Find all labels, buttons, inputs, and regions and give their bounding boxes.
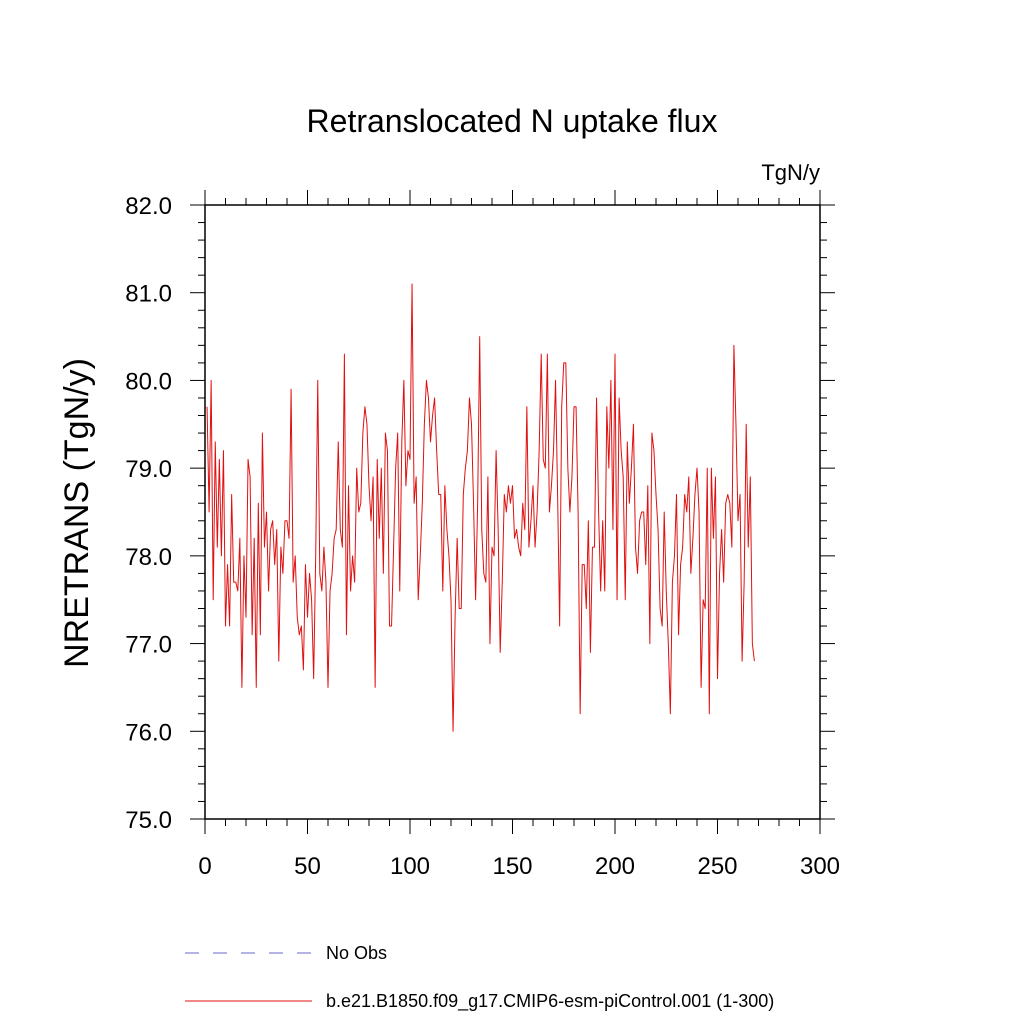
- y-axis-title: NRETRANS (TgN/y): [58, 358, 96, 668]
- plot-lines: [206, 283, 755, 732]
- y-tick-label: 77.0: [125, 632, 172, 659]
- x-tick-label: 50: [294, 853, 321, 880]
- y-tick-label: 81.0: [125, 281, 172, 308]
- x-tick-label: 250: [697, 853, 737, 880]
- axis-ticks: [190, 190, 835, 834]
- y-tick-label: 80.0: [125, 368, 172, 395]
- y-tick-label: 78.0: [125, 544, 172, 571]
- x-tick-label: 200: [595, 853, 635, 880]
- y-tick-label: 76.0: [125, 719, 172, 746]
- units-label: TgN/y: [761, 160, 820, 185]
- x-tick-label: 300: [800, 853, 840, 880]
- legend-label-no-obs: No Obs: [326, 943, 387, 963]
- x-tick-label: 150: [492, 853, 532, 880]
- chart-title: Retranslocated N uptake flux: [307, 103, 718, 139]
- series-line-0: [206, 283, 755, 732]
- x-tick-label: 100: [390, 853, 430, 880]
- legend: No Obs b.e21.B1850.f09_g17.CMIP6-esm-piC…: [185, 943, 774, 1012]
- x-tick-label: 0: [198, 853, 211, 880]
- y-tick-label: 82.0: [125, 193, 172, 220]
- y-tick-label: 79.0: [125, 456, 172, 483]
- legend-label-model: b.e21.B1850.f09_g17.CMIP6-esm-piControl.…: [326, 991, 774, 1012]
- axis-tick-labels: 0 50 100 150 200 250 300 75.0 76.0 77.0 78.0 79.0 80…: [125, 193, 840, 880]
- plot-frame: [204, 204, 821, 820]
- y-tick-label: 75.0: [125, 807, 172, 834]
